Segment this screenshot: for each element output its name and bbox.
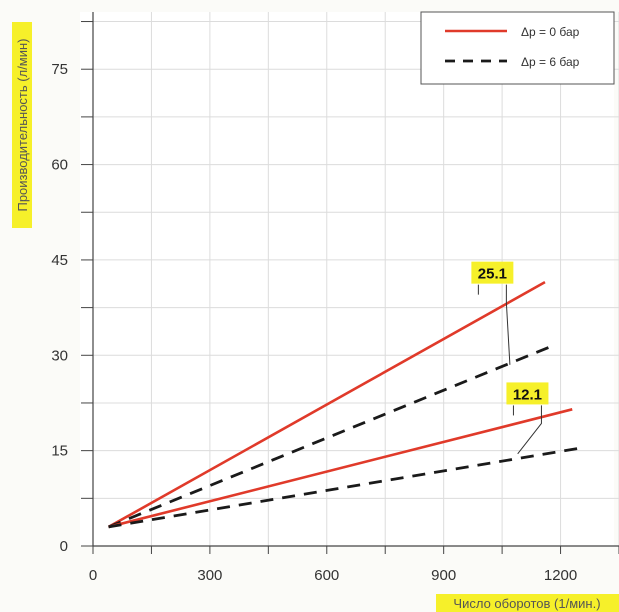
legend-box	[420, 11, 615, 85]
legend-label: Δp = 6 бар	[521, 55, 580, 69]
x-axis-title: Число оборотов (1/мин.)	[453, 596, 600, 611]
y-tick-label: 15	[51, 443, 68, 460]
tick-labels: 0 15 30 45 60 75 0 300 600 900 1200	[51, 61, 577, 584]
y-tick-label: 0	[60, 538, 68, 555]
x-axis-title-highlight	[436, 594, 619, 612]
series-line-25.1-solid	[107, 281, 546, 529]
y-axis-title-highlight	[12, 22, 32, 228]
annotations: 25.1 12.1	[471, 261, 549, 455]
y-tick-label: 30	[51, 347, 68, 364]
y-tick-label: 45	[51, 252, 68, 269]
annotation-label: 25.1	[478, 266, 507, 283]
series-line-25.1-dashed	[108, 344, 554, 529]
annotation-label: 12.1	[513, 386, 542, 403]
annotation-leader	[505, 284, 511, 365]
series-line-12.1-dashed	[108, 446, 585, 529]
y-axis-title-group: Производительность (л/мин)	[12, 22, 32, 228]
annotation-leader	[517, 405, 542, 455]
axes	[81, 12, 619, 554]
x-tick-label: 300	[197, 567, 222, 584]
y-axis-title: Производительность (л/мин)	[15, 38, 30, 211]
x-tick-label: 600	[314, 567, 339, 584]
x-tick-label: 900	[431, 567, 456, 584]
y-tick-label: 60	[51, 157, 68, 174]
series-lines	[107, 281, 585, 529]
x-tick-label: 1200	[544, 567, 577, 584]
legend-label: Δp = 0 бар	[521, 25, 580, 39]
x-tick-label: 0	[89, 567, 97, 584]
annotation-badge	[506, 382, 549, 405]
annotation-badge	[471, 261, 514, 284]
x-axis-title-group: Число оборотов (1/мин.)	[436, 594, 619, 612]
y-tick-label: 75	[51, 61, 68, 78]
series-line-12.1-solid	[108, 408, 573, 529]
legend: Δp = 0 бар Δp = 6 бар	[420, 11, 615, 85]
